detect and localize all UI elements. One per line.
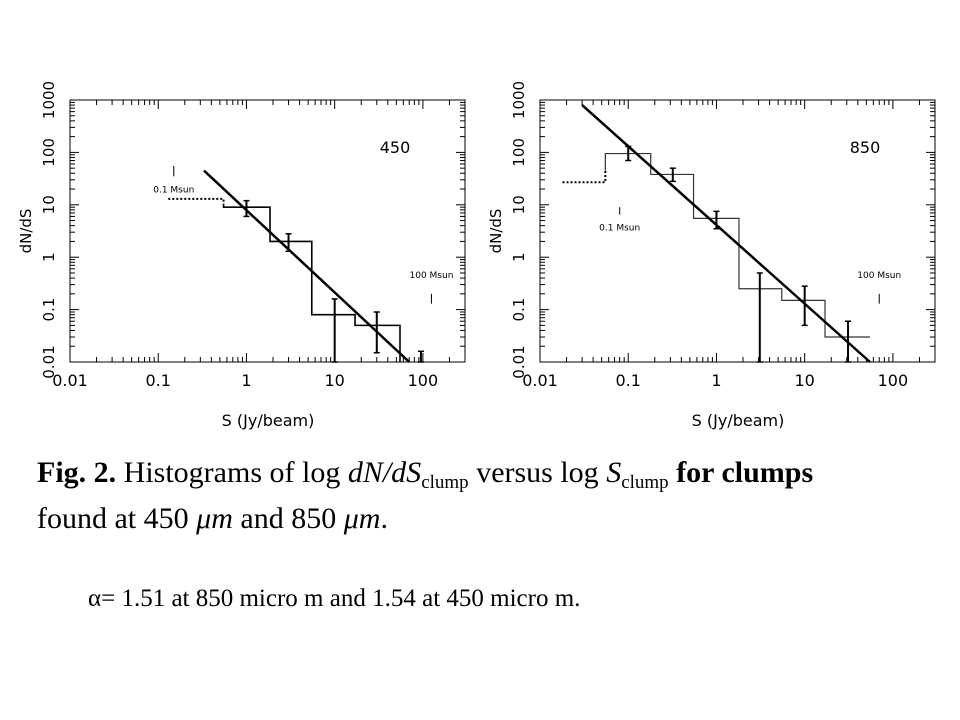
fit-line — [203, 169, 411, 363]
alpha-note: α= 1.51 at 850 micro m and 1.54 at 450 m… — [88, 585, 581, 612]
mass-marker-label: 100 Msun — [410, 271, 454, 281]
x-axis-label: S (Jy/beam) — [692, 411, 785, 430]
chart-850: 0.01 0.1 1 10 100 0.01 0.1 1 10 100 1000 S (Jy/beam… — [470, 0, 950, 440]
y-tick-label: 0.01 — [40, 345, 58, 378]
y-tick-label: 100 — [40, 138, 58, 167]
fit-line — [581, 104, 871, 363]
panel-label: 450 — [380, 138, 411, 157]
y-tick-label: 0.01 — [510, 345, 528, 378]
y-tick-label: 10 — [510, 195, 528, 214]
figure-caption: Fig. 2. Histograms of log dN/dSclump ver… — [37, 455, 937, 537]
caption-sub-2: clump — [621, 472, 669, 493]
caption-sub-1: clump — [421, 472, 469, 493]
x-tick-label: 10 — [324, 371, 344, 390]
y-tick-label: 0.1 — [510, 298, 528, 322]
x-axis-label: S (Jy/beam) — [222, 411, 315, 430]
caption-math-2: S — [606, 456, 622, 489]
completeness-extension — [562, 170, 607, 184]
caption-unit-1: μm — [196, 502, 233, 535]
mass-marker-label: 0.1 Msun — [153, 185, 194, 195]
caption-text-3: for clumps — [676, 456, 814, 489]
caption-text-1: Histograms of log — [123, 456, 341, 489]
y-axis-label: dN/dS — [487, 209, 505, 254]
x-tick-label: 100 — [878, 371, 909, 390]
histogram — [604, 152, 870, 338]
caption-math-1: dN/dS — [347, 456, 422, 489]
y-tick-label: 0.1 — [40, 298, 58, 322]
histogram — [222, 204, 401, 362]
plot-frame — [69, 99, 466, 363]
x-tick-label: 100 — [408, 371, 439, 390]
x-tick-label: 0.01 — [52, 371, 88, 390]
y-tick-label: 10 — [40, 195, 58, 214]
y-axis-label: dN/dS — [17, 209, 35, 254]
x-tick-label: 10 — [794, 371, 814, 390]
y-tick-label: 1 — [40, 252, 58, 262]
x-tick-label: 1 — [241, 371, 251, 390]
chart-450: 0.01 0.1 1 10 100 0.01 0.1 1 10 100 1000 S (Jy/beam… — [0, 0, 480, 440]
plot-frame — [539, 99, 936, 363]
completeness-extension — [168, 197, 225, 205]
x-tick-label: 0.1 — [145, 371, 170, 390]
mass-marker-label: 0.1 Msun — [599, 224, 640, 234]
caption-text-4: found at 450 — [37, 502, 189, 535]
y-tick-label: 1000 — [510, 81, 528, 119]
mass-marker-label: 100 Msun — [857, 271, 901, 281]
x-tick-label: 1 — [711, 371, 721, 390]
x-tick-label: 0.01 — [522, 371, 558, 390]
caption-text-5: and 850 — [240, 502, 337, 535]
caption-unit-2: μm — [343, 502, 381, 535]
x-tick-label: 0.1 — [615, 371, 640, 390]
caption-text-2: versus log — [476, 456, 599, 489]
y-tick-label: 100 — [510, 138, 528, 167]
caption-text-6: . — [380, 502, 388, 535]
panel-label: 850 — [850, 138, 881, 157]
y-tick-label: 1000 — [40, 81, 58, 119]
caption-label: Fig. 2. — [37, 456, 117, 489]
y-tick-label: 1 — [510, 252, 528, 262]
